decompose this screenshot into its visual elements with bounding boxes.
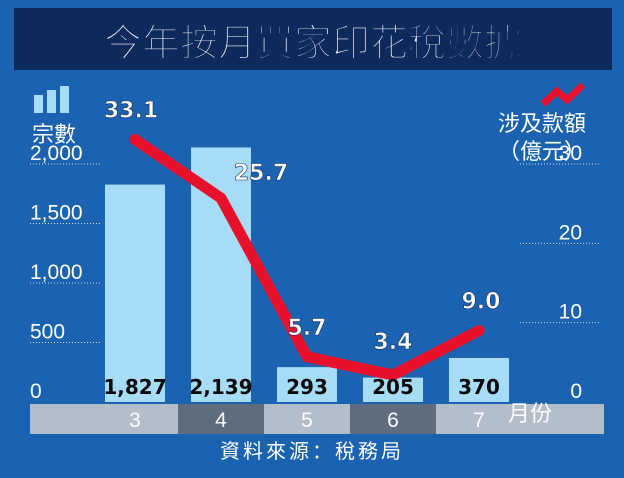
bar-value-label: 370 xyxy=(458,375,500,399)
bar-value-label: 205 xyxy=(372,375,414,399)
x-tick-label: 3 xyxy=(129,409,141,432)
line-value-label: 9.0 xyxy=(462,290,501,315)
right-axis-ticks: 0 10 20 30 xyxy=(559,142,582,403)
x-tick-label: 6 xyxy=(387,409,399,432)
bar-value-labels: 1,827 2,139 293 205 370 xyxy=(103,375,500,399)
right-tick-label: 30 xyxy=(559,142,582,165)
title-background xyxy=(14,8,612,70)
line-point-3 xyxy=(134,138,136,141)
bar-value-label: 2,139 xyxy=(189,375,252,399)
line-value-labels: 33.1 25.7 5.7 3.4 9.0 xyxy=(104,98,501,355)
line-point-5 xyxy=(306,355,308,358)
left-tick-label: 2,000 xyxy=(30,142,83,165)
bar-6 xyxy=(363,377,423,402)
line-value-label: 5.7 xyxy=(288,316,327,341)
bar-chart-icon xyxy=(34,86,69,113)
chart-title: 今年按月買家印花稅數據 xyxy=(104,20,523,65)
left-tick-label: 1,500 xyxy=(30,202,83,225)
source-note: 資料來源：稅務局 xyxy=(220,440,404,463)
x-axis-label: 月份 xyxy=(508,401,552,426)
left-axis-label: 宗數 xyxy=(32,122,76,147)
x-band-segment xyxy=(350,404,436,434)
left-tick-label: 0 xyxy=(30,380,42,403)
x-tick-label: 7 xyxy=(473,409,485,432)
right-axis-label-line2: （億元） xyxy=(498,139,586,164)
line-value-label: 33.1 xyxy=(104,98,158,123)
line-value-label: 3.4 xyxy=(374,330,413,355)
x-band-segment xyxy=(178,404,264,434)
bar-5 xyxy=(277,367,337,402)
bar-value-label: 1,827 xyxy=(103,375,166,399)
left-axis-ticks: 0 500 1,000 1,500 2,000 xyxy=(30,142,83,403)
x-tick-label: 5 xyxy=(301,409,313,432)
line-point-6 xyxy=(392,374,394,377)
x-axis-band: 3 4 5 6 7 xyxy=(30,404,604,434)
line-value-label: 25.7 xyxy=(234,161,288,186)
x-band-segment xyxy=(264,404,350,434)
left-tick-label: 1,000 xyxy=(30,261,83,284)
grid-lines xyxy=(30,163,600,343)
bar-7 xyxy=(449,357,509,402)
right-tick-label: 10 xyxy=(559,301,582,324)
line-point-4 xyxy=(220,197,222,200)
line-point-7 xyxy=(478,329,480,332)
right-tick-label: 0 xyxy=(570,380,582,403)
title-banner: 今年按月買家印花稅數據 xyxy=(14,8,612,70)
bar-3 xyxy=(105,184,165,402)
x-band-segment xyxy=(30,404,178,434)
right-tick-label: 20 xyxy=(559,221,582,244)
x-tick-label: 4 xyxy=(215,409,227,432)
line-trend-icon xyxy=(540,82,586,107)
x-band-segment xyxy=(436,404,604,434)
bar-value-label: 293 xyxy=(286,375,328,399)
bar-series xyxy=(105,147,509,402)
left-tick-label: 500 xyxy=(30,321,65,344)
line-series xyxy=(129,133,485,381)
right-axis-label-line1: 涉及款額 xyxy=(498,111,586,136)
